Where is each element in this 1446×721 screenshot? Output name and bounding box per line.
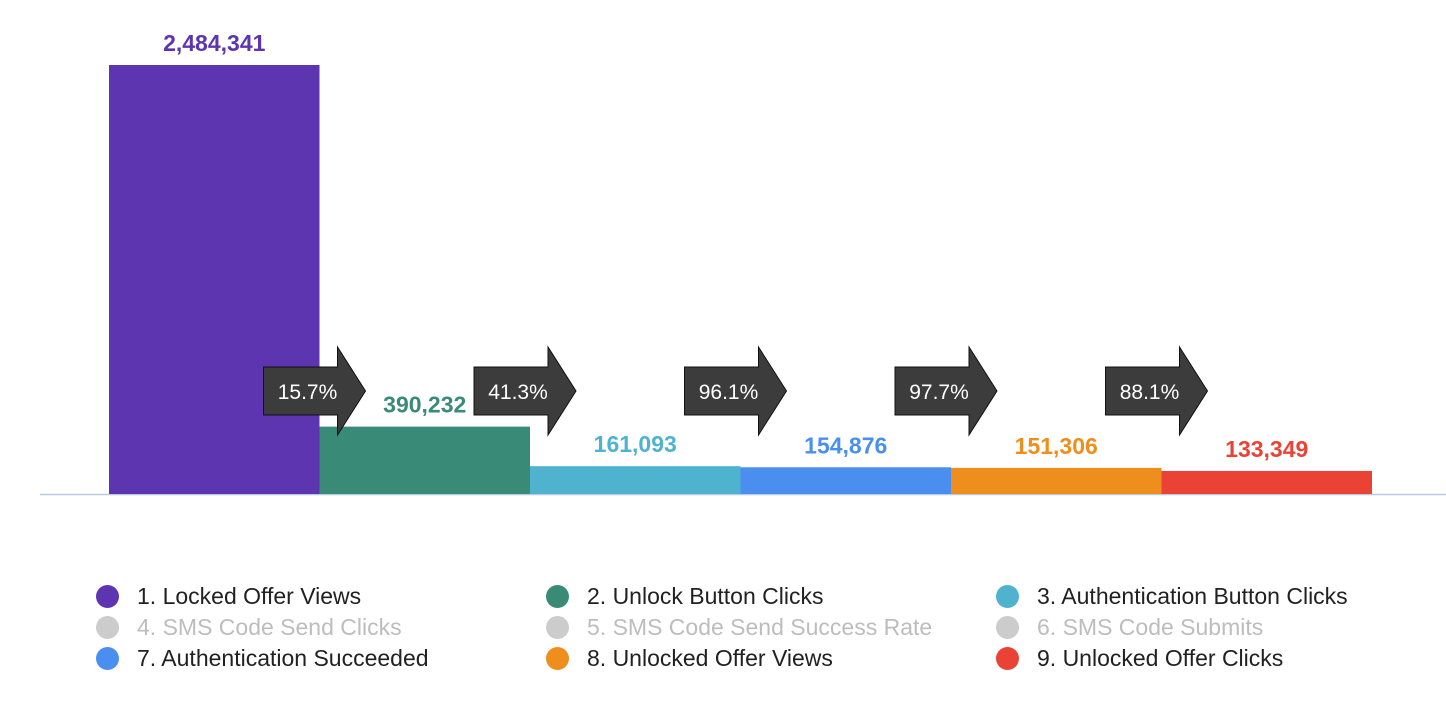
legend-item-label: 6. SMS Code Submits [1037, 614, 1264, 640]
legend-item-4[interactable]: 4. SMS Code Send Clicks [96, 614, 546, 641]
legend-item-9[interactable]: 9. Unlocked Offer Clicks [996, 645, 1416, 672]
legend-item-6[interactable]: 6. SMS Code Submits [996, 614, 1416, 641]
conversion-rate-label-4: 97.7% [909, 381, 969, 404]
legend-item-label: 2. Unlock Button Clicks [587, 583, 824, 609]
legend-color-dot [546, 647, 569, 670]
legend-item-7[interactable]: 7. Authentication Succeeded [96, 645, 546, 672]
conversion-rate-label-2: 41.3% [488, 381, 548, 404]
legend-item-2[interactable]: 2. Unlock Button Clicks [546, 583, 996, 610]
legend-color-dot [996, 647, 1019, 670]
bar-step-1 [109, 65, 320, 494]
conversion-rate-label-3: 96.1% [699, 381, 759, 404]
bar-step-3 [530, 466, 741, 494]
bar-value-label-4: 154,876 [804, 432, 887, 458]
conversion-arrow-4 [894, 345, 998, 437]
chart-legend: 1. Locked Offer Views 2. Unlock Button Cl… [96, 583, 1416, 672]
legend-color-dot [546, 585, 569, 608]
legend-item-label: 3. Authentication Button Clicks [1037, 583, 1348, 609]
conversion-rate-label-5: 88.1% [1120, 381, 1180, 404]
conversion-arrow-2 [473, 345, 577, 437]
bar-step-4 [740, 467, 951, 494]
legend-item-label: 8. Unlocked Offer Views [587, 645, 833, 671]
legend-item-label: 4. SMS Code Send Clicks [137, 614, 402, 640]
legend-item-label: 7. Authentication Succeeded [137, 645, 429, 671]
bar-step-6 [1161, 470, 1372, 494]
bar-value-label-1: 2,484,341 [163, 30, 266, 56]
legend-item-label: 5. SMS Code Send Success Rate [587, 614, 933, 640]
bar-value-label-3: 161,093 [594, 431, 677, 457]
conversion-arrow-5 [1105, 345, 1209, 437]
legend-item-label: 9. Unlocked Offer Clicks [1037, 645, 1284, 671]
conversion-rate-label-1: 15.7% [278, 381, 338, 404]
legend-color-dot [546, 616, 569, 639]
bar-step-2 [319, 426, 530, 494]
funnel-chart-plot: 15.7% 41.3% 96.1% 97.7% 88.1% 2,484,341 390,23… [40, 30, 1446, 496]
bar-value-label-5: 151,306 [1015, 433, 1098, 459]
conversion-arrow-3 [684, 345, 788, 437]
legend-color-dot [996, 585, 1019, 608]
legend-item-3[interactable]: 3. Authentication Button Clicks [996, 583, 1416, 610]
bar-value-label-2: 390,232 [383, 392, 466, 418]
bar-step-5 [951, 467, 1162, 494]
legend-item-1[interactable]: 1. Locked Offer Views [96, 583, 546, 610]
legend-item-5[interactable]: 5. SMS Code Send Success Rate [546, 614, 996, 641]
legend-item-8[interactable]: 8. Unlocked Offer Views [546, 645, 996, 672]
legend-color-dot [96, 647, 119, 670]
legend-color-dot [96, 616, 119, 639]
legend-color-dot [96, 585, 119, 608]
legend-color-dot [996, 616, 1019, 639]
conversion-arrow-1 [263, 345, 367, 437]
legend-item-label: 1. Locked Offer Views [137, 583, 362, 609]
bar-value-label-6: 133,349 [1225, 436, 1308, 462]
